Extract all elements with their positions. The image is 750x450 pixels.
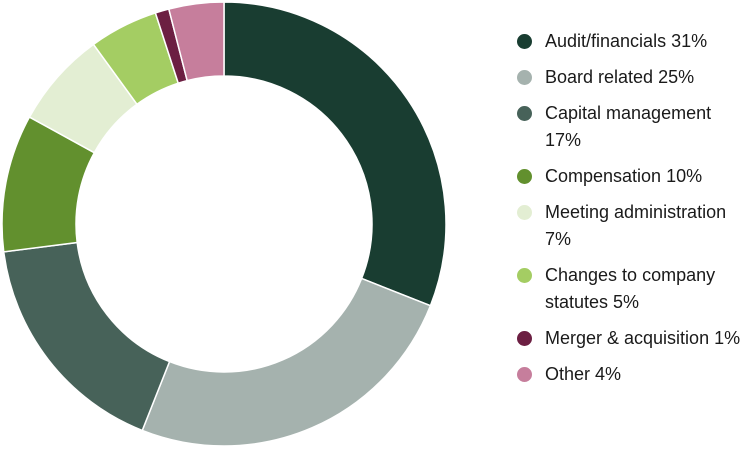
legend-item: Meeting administration 7% — [517, 199, 749, 253]
legend-swatch — [517, 367, 532, 382]
chart-legend: Audit/financials 31% Board related 25% Cap… — [517, 28, 749, 397]
slice-audit-financials — [223, 1, 447, 307]
legend-swatch — [517, 34, 532, 49]
legend-swatch — [517, 106, 532, 121]
legend-item: Other 4% — [517, 361, 749, 388]
legend-label: Compensation 10% — [545, 166, 703, 186]
legend-label: Board related 25% — [545, 67, 695, 87]
legend-swatch — [517, 331, 532, 346]
legend-label: Audit/financials 31% — [545, 31, 708, 51]
legend-swatch — [517, 169, 532, 184]
legend-label: Changes to company statutes 5% — [545, 265, 716, 312]
legend-item: Changes to company statutes 5% — [517, 262, 749, 316]
legend-item: Compensation 10% — [517, 163, 749, 190]
legend-swatch — [517, 70, 532, 85]
legend-label: Other 4% — [545, 364, 622, 384]
legend-label: Meeting administration 7% — [545, 202, 727, 249]
legend-swatch — [517, 268, 532, 283]
legend-label: Merger & acquisition 1% — [545, 328, 741, 348]
legend-item: Board related 25% — [517, 64, 749, 91]
slice-capital-management — [2, 241, 171, 432]
slice-board-related — [141, 277, 432, 447]
donut-chart — [1, 1, 447, 447]
legend-swatch — [517, 205, 532, 220]
legend-item: Audit/financials 31% — [517, 28, 749, 55]
slice-other — [167, 1, 225, 82]
legend-item: Capital management 17% — [517, 100, 749, 154]
legend-label: Capital management 17% — [545, 103, 712, 150]
legend-item: Merger & acquisition 1% — [517, 325, 749, 352]
